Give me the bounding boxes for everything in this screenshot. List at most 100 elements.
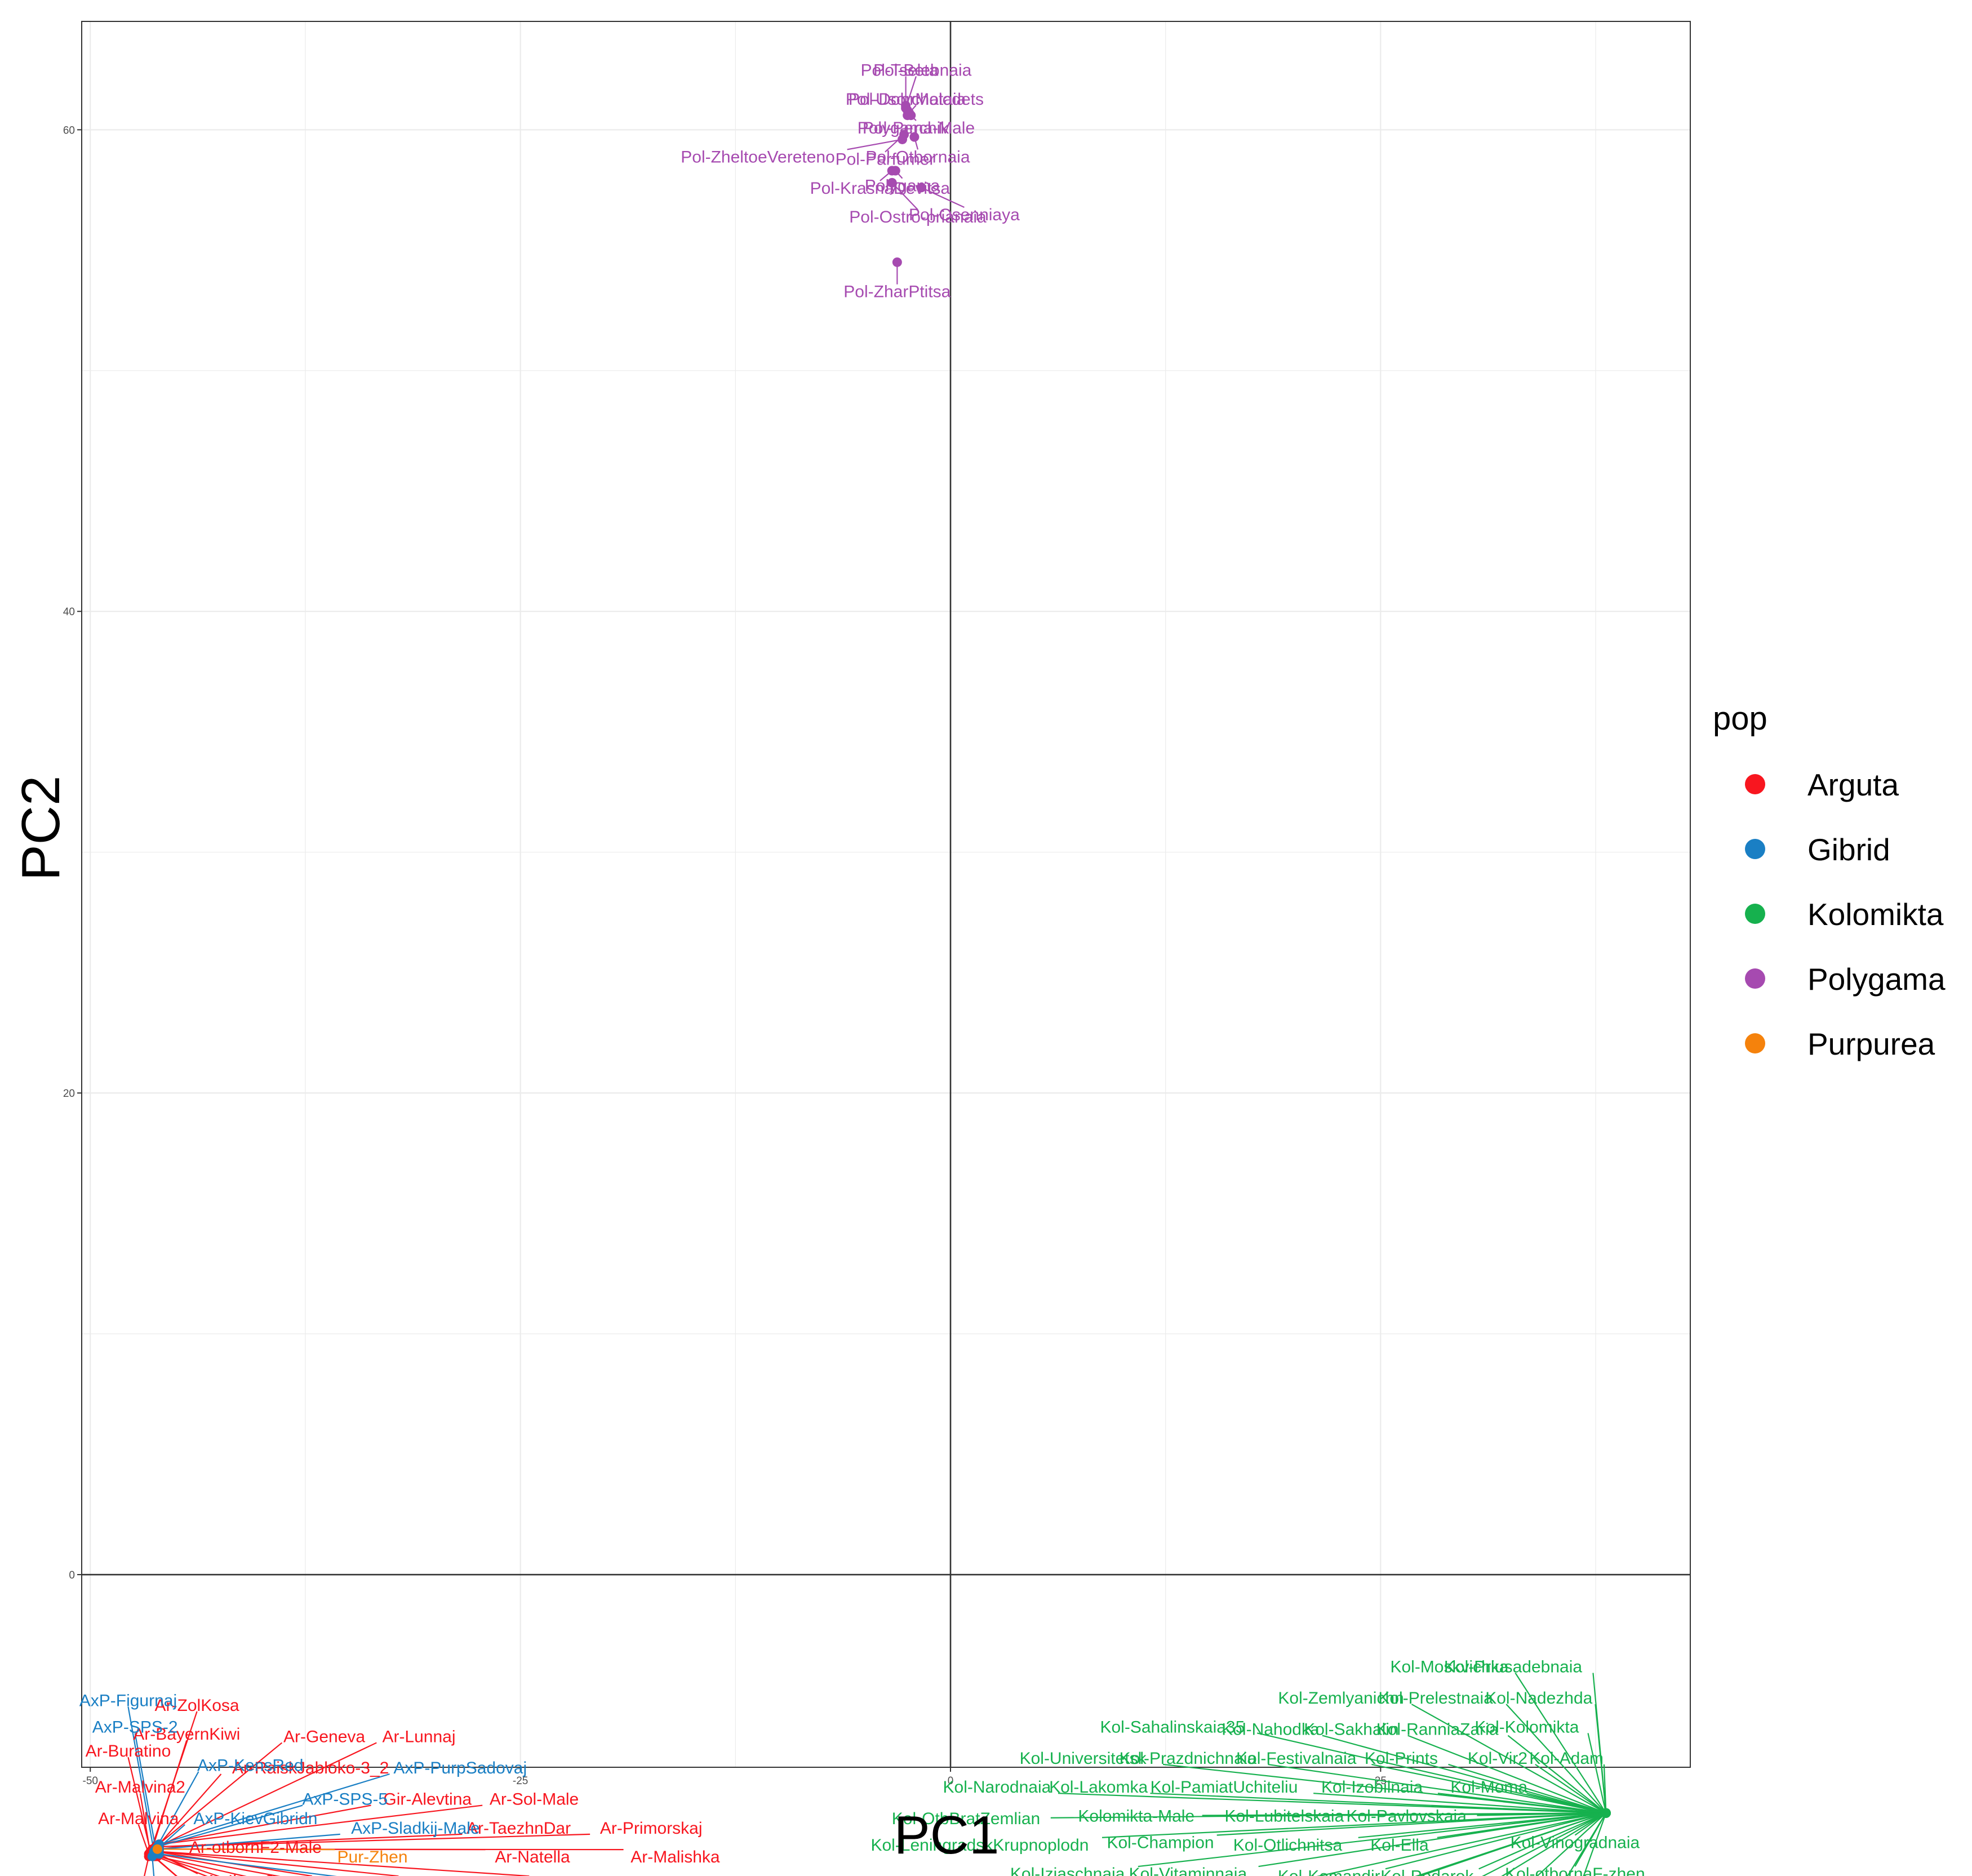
point-label: Ar-BayernKiwi [133, 1725, 240, 1744]
point-label: Pol-Otbornaia [865, 148, 970, 166]
data-point-polygama [887, 177, 897, 188]
point-label: Kol-Kolomikta [1474, 1718, 1579, 1736]
data-point-kolomikta [1601, 1808, 1611, 1818]
point-label: Kol-Iziaschnaia [1010, 1865, 1125, 1876]
point-label: Pol-Parfumer [836, 150, 935, 169]
y-tick-label: 20 [63, 1088, 75, 1100]
point-label: Ar-ZolKosa [155, 1696, 239, 1715]
point-label: Pol-Osenniaya [909, 206, 1020, 224]
leader-line [157, 1742, 377, 1848]
point-label: Kol-Pavlovskaia [1346, 1807, 1467, 1825]
leader-line [134, 1733, 157, 1850]
point-label: Kol-Nadezhda [1485, 1689, 1592, 1708]
leader-line [1505, 1704, 1607, 1813]
leader-line [1058, 1793, 1606, 1814]
legend-key-arguta [1745, 774, 1765, 794]
legend: pop Arguta Gibrid Kolomikta Polygama Purpure… [1713, 700, 1946, 1061]
leader-line [157, 1856, 247, 1876]
legend-label-polygama: Polygama [1807, 962, 1946, 997]
point-label: Ar-Malishka [630, 1848, 720, 1866]
point-label: Kol-Lubitelskaia [1224, 1807, 1344, 1825]
leader-line [157, 1804, 303, 1848]
point-label: Kol-Vitaminnaia [1129, 1865, 1247, 1876]
plot-panel [81, 21, 1691, 1768]
legend-label-kolomikta: Kolomikta [1807, 897, 1944, 932]
point-label: Kol-Komandir [1278, 1867, 1380, 1876]
leader-line [155, 1742, 283, 1847]
point-label: Ar-Ilona3 [206, 1872, 274, 1876]
leader-line [1514, 1672, 1607, 1813]
point-label: Pol-Tselebnaia [861, 61, 972, 79]
point-label: Ar-Geneva [283, 1727, 365, 1746]
data-point-gibrid [147, 1851, 157, 1861]
leader-line [1526, 1793, 1606, 1814]
point-label: Kol-Otlichnitsa [1233, 1836, 1343, 1855]
point-label: Kol-Vir2 [1468, 1749, 1527, 1768]
point-label: Kol-Narodnaia [943, 1778, 1051, 1797]
data-point-purpurea [152, 1844, 162, 1854]
leader-line [157, 1853, 281, 1876]
leader-line [139, 1793, 152, 1855]
leader-line [847, 139, 903, 150]
leader-line [159, 1853, 337, 1876]
point-label: Ar-Lunnaj [382, 1727, 455, 1746]
point-label: Arguta-Male [318, 1874, 410, 1876]
point-label: Ar-Natella [495, 1848, 570, 1866]
point-label: AxP-Sladkij-Male [351, 1819, 479, 1838]
leader-line [1566, 1812, 1607, 1876]
leader-line [1437, 1793, 1606, 1814]
point-label: Polygama-Male [858, 119, 975, 137]
data-point-polygama [892, 257, 902, 267]
point-label: Ar-Sol-Male [490, 1790, 579, 1809]
point-label: Ar-Rebristaj [410, 1874, 499, 1876]
point-label: Pur-Zhen [337, 1848, 408, 1866]
panel-border [81, 21, 1691, 1768]
data-point-polygama [909, 132, 920, 142]
point-label: Kol-Moma [1450, 1778, 1527, 1797]
leader-line [1138, 1812, 1606, 1868]
point-label: Kol-LeningradskKrupnoplodn [870, 1836, 1089, 1855]
x-tick-label: 0 [948, 1775, 954, 1787]
zero-reference-lines [82, 21, 1690, 1767]
leader-line [1603, 1764, 1607, 1813]
point-label: Kol-otbornaF-zhen [1505, 1865, 1645, 1876]
leader-line [1536, 1812, 1607, 1876]
point-label: Kol-Adam [1529, 1749, 1604, 1768]
data-point-polygama [890, 166, 900, 176]
point-label: Kol-OtbBratZemlian [892, 1810, 1040, 1828]
leader-line [1407, 1735, 1606, 1814]
leader-line [159, 1833, 590, 1848]
leader-line [1411, 1704, 1606, 1814]
point-label: Kol-Prelestnaia [1378, 1689, 1493, 1708]
point-label: Pol-DobrMolodets [849, 90, 984, 109]
leader-line [152, 1740, 188, 1850]
point-label: Kol-Prazdnichnaia [1120, 1749, 1257, 1768]
leader-line [159, 1804, 483, 1845]
leader-line [1448, 1763, 1606, 1814]
data-point-polygama [916, 183, 926, 193]
point-label: Ar-TaezhnDar [467, 1819, 571, 1838]
point-label: Kol-Ella [1370, 1836, 1429, 1855]
leader-line [1595, 1704, 1607, 1813]
leader-line [159, 1851, 530, 1876]
point-label: AxP-KensRed [197, 1757, 303, 1775]
point-label: Kol-Champion [1107, 1834, 1214, 1852]
point-label: Polygama [865, 177, 940, 195]
leader-line [1313, 1793, 1606, 1814]
point-label: AxP-Figurnaj [79, 1691, 177, 1710]
point-label: Pol-ZharPtitsa [843, 283, 951, 301]
leader-line [158, 1773, 222, 1845]
legend-label-purpurea: Purpurea [1807, 1026, 1935, 1061]
point-label: AxP-SPS-5 [302, 1790, 388, 1809]
point-label: Pol-Beta [873, 61, 938, 79]
leader-line [127, 1706, 155, 1852]
x-tick-label: -50 [83, 1775, 98, 1787]
point-label: Kol-Podarok [1380, 1867, 1474, 1876]
x-tick-label: -25 [513, 1775, 528, 1787]
leader-line [1256, 1732, 1606, 1814]
point-label: Gir-Alevtina [383, 1790, 472, 1809]
label-leader-lines [127, 76, 1607, 1876]
point-label: Kol-Vinogradnaia [1511, 1834, 1640, 1852]
leader-line [1478, 1812, 1606, 1870]
point-label: Ar-Malvina [98, 1810, 179, 1828]
